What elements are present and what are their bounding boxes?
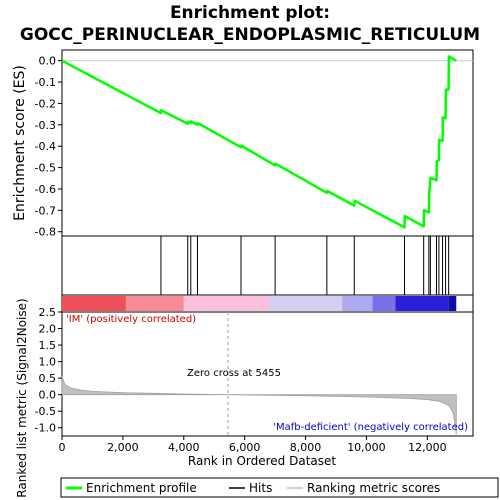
x-tick-label-0: 0: [59, 441, 66, 454]
x-tick-label-2: 4,000: [168, 441, 200, 454]
metric-y-tick-label-1: 2.0: [39, 323, 57, 336]
ranking-metric-area: [61, 376, 457, 435]
x-tick-label-3: 6,000: [229, 441, 261, 454]
chart-title-line1: Enrichment plot:: [170, 3, 330, 23]
metric-y-tick-label-7: -1.0: [35, 422, 56, 435]
metric-panel: [61, 311, 474, 437]
x-axis-label: Rank in Ordered Dataset: [188, 454, 336, 468]
legend-hits-label: Hits: [249, 481, 272, 495]
metric-y-tick-label-6: -0.5: [35, 405, 56, 418]
hits-panel: [61, 235, 474, 296]
es-y-tick-label-6: -0.6: [35, 183, 56, 196]
heatmap-segment-0: [62, 296, 126, 311]
es-y-tick-label-1: -0.1: [35, 76, 56, 89]
heatmap-segment-4: [342, 296, 373, 311]
hits-layer: [160, 236, 450, 295]
metric-y-tick-label-4: 0.5: [39, 372, 57, 385]
es-y-tick-label-3: -0.3: [35, 119, 56, 132]
metric-y-axis-label: Ranked list metric (Signal2Noise): [15, 298, 29, 497]
enrichment-profile-line: [61, 55, 457, 229]
es-y-tick-label-0: 0.0: [39, 55, 57, 68]
es-y-tick-label-5: -0.5: [35, 162, 56, 175]
heatmap-layer: [62, 296, 457, 311]
heatmap-segment-5: [372, 296, 396, 311]
es-y-tick-label-8: -0.8: [35, 226, 56, 239]
heatmap-segment-6: [395, 296, 449, 311]
metric-layer: [61, 312, 457, 436]
es-y-tick-label-2: -0.2: [35, 97, 56, 110]
heatmap-segment-1: [125, 296, 184, 311]
metric-y-tick-label-5: 0.0: [39, 389, 57, 402]
positive-correlation-label: 'IM' (positively correlated): [66, 314, 196, 325]
heatmap-segment-2: [183, 296, 270, 311]
chart-title-line2: GOCC_PERINUCLEAR_ENDOPLASMIC_RETICULUM: [20, 25, 480, 45]
x-tick-label-4: 8,000: [290, 441, 322, 454]
legend-box: [60, 477, 499, 498]
axes-layer: 0.0 -0.1 -0.2 -0.3 -0.4 -0.5 -0.6 -0.7 -0.8 2.5 2.…: [35, 55, 447, 454]
es-y-tick-label-7: -0.7: [35, 204, 56, 217]
metric-y-tick-label-3: 1.0: [39, 356, 57, 369]
es-y-axis-label: Enrichment score (ES): [12, 65, 28, 221]
es-y-tick-label-4: -0.4: [35, 140, 56, 153]
heatmap-segment-7: [448, 296, 457, 311]
x-tick-label-6: 12,000: [408, 441, 447, 454]
negative-correlation-label: 'Mafb-deficient' (negatively correlated): [273, 422, 468, 433]
x-tick-label-5: 10,000: [347, 441, 386, 454]
x-tick-label-1: 2,000: [107, 441, 139, 454]
zero-cross-label: Zero cross at 5455: [187, 368, 281, 379]
heatmap-segment-3: [269, 296, 343, 311]
metric-y-tick-label-0: 2.5: [39, 306, 57, 319]
es-panel: [61, 49, 474, 237]
legend-ranking-label: Ranking metric scores: [307, 481, 440, 495]
es-layer: [61, 55, 473, 229]
legend-enrichment-label: Enrichment profile: [86, 481, 197, 495]
metric-y-tick-label-2: 1.5: [39, 339, 57, 352]
